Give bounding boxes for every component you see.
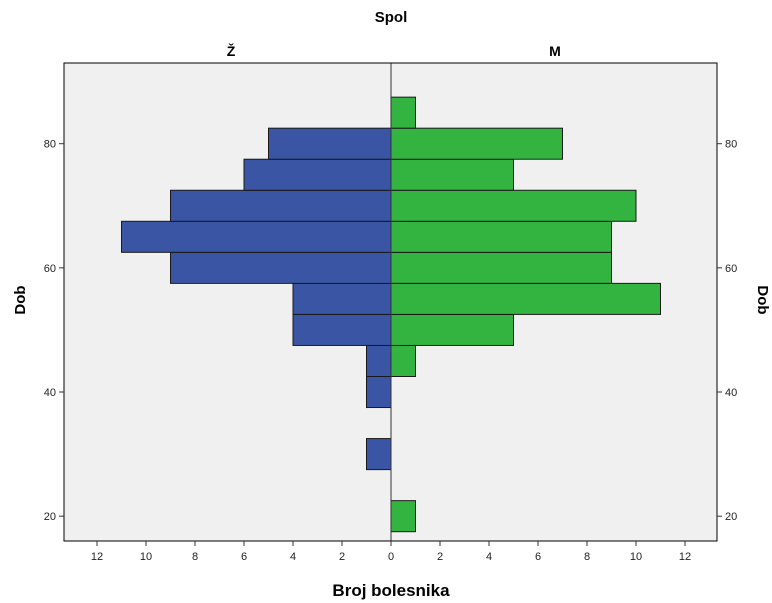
x-tick-label-8: 4 xyxy=(486,551,492,563)
bar-female-6 xyxy=(121,220,392,253)
bar-female-2 xyxy=(366,344,392,377)
x-tick-label-5: 2 xyxy=(339,551,345,563)
bar-female-1 xyxy=(366,375,392,409)
bar-male-8 xyxy=(390,127,563,160)
bar-male-3 xyxy=(390,282,661,315)
x-tick-label-10: 8 xyxy=(584,551,590,563)
x-tick-label-7: 2 xyxy=(437,551,443,563)
y-tick-label-right-0: 20 xyxy=(725,511,737,523)
bar-male-5 xyxy=(390,220,612,253)
y-tick-label-left-3: 80 xyxy=(44,139,56,151)
bar-male-1 xyxy=(390,344,416,377)
y-tick-label-left-2: 60 xyxy=(44,263,56,275)
bar-male-7 xyxy=(390,158,514,191)
x-tick-label-12: 12 xyxy=(679,551,691,563)
x-tick-label-0: 12 xyxy=(91,551,103,563)
x-tick-label-11: 10 xyxy=(630,551,642,563)
y-tick-label-left-1: 40 xyxy=(44,387,56,399)
y-axis-title-right: Dob xyxy=(754,285,771,314)
y-tick-label-right-3: 80 xyxy=(725,139,737,151)
bar-female-4 xyxy=(292,282,392,315)
bar-female-3 xyxy=(292,313,392,346)
x-tick-label-2: 8 xyxy=(192,551,198,563)
y-tick-label-right-1: 40 xyxy=(725,387,737,399)
chart-title: Spol xyxy=(375,9,408,26)
bar-female-5 xyxy=(170,251,392,284)
y-tick-label-right-2: 60 xyxy=(725,263,737,275)
x-tick-label-1: 10 xyxy=(140,551,152,563)
bar-male-0 xyxy=(390,500,416,533)
group-label-male: M xyxy=(549,43,561,59)
bar-female-8 xyxy=(243,158,392,191)
bar-male-2 xyxy=(390,313,514,346)
bar-male-6 xyxy=(390,189,637,222)
bars-group xyxy=(121,96,661,533)
x-axis-title: Broj bolesnika xyxy=(332,581,450,600)
x-tick-label-4: 4 xyxy=(290,551,296,563)
bar-female-0 xyxy=(366,438,392,471)
x-tick-label-3: 6 xyxy=(241,551,247,563)
y-tick-label-left-0: 20 xyxy=(44,511,56,523)
bar-male-4 xyxy=(390,251,612,284)
group-label-female: Ž xyxy=(227,42,236,59)
x-tick-label-9: 6 xyxy=(535,551,541,563)
bar-female-9 xyxy=(268,127,392,160)
bar-male-9 xyxy=(390,96,416,129)
x-tick-label-6: 0 xyxy=(388,551,394,563)
y-axis-title-left: Dob xyxy=(12,285,29,314)
bar-female-7 xyxy=(170,189,392,222)
